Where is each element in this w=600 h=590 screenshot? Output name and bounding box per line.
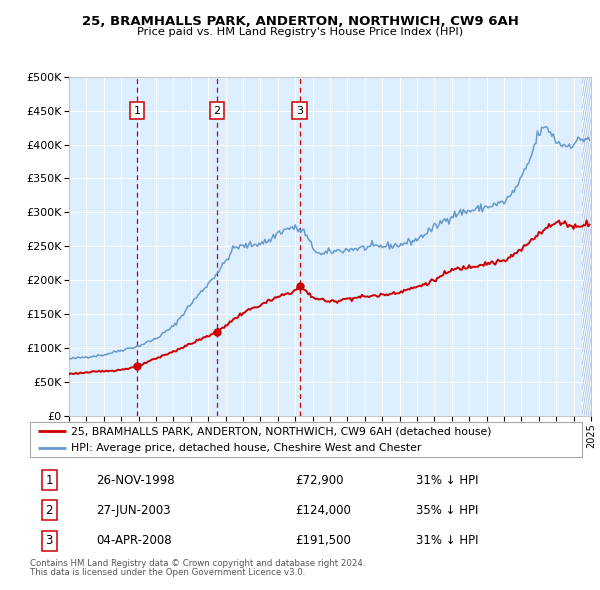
Text: 04-APR-2008: 04-APR-2008 bbox=[96, 534, 172, 547]
Text: 25, BRAMHALLS PARK, ANDERTON, NORTHWICH, CW9 6AH (detached house): 25, BRAMHALLS PARK, ANDERTON, NORTHWICH,… bbox=[71, 427, 492, 437]
Text: 27-JUN-2003: 27-JUN-2003 bbox=[96, 504, 171, 517]
Text: 31% ↓ HPI: 31% ↓ HPI bbox=[416, 474, 479, 487]
Text: 2: 2 bbox=[214, 106, 220, 116]
Text: £72,900: £72,900 bbox=[295, 474, 343, 487]
Text: £124,000: £124,000 bbox=[295, 504, 351, 517]
Text: This data is licensed under the Open Government Licence v3.0.: This data is licensed under the Open Gov… bbox=[30, 568, 305, 577]
Text: Contains HM Land Registry data © Crown copyright and database right 2024.: Contains HM Land Registry data © Crown c… bbox=[30, 559, 365, 568]
Text: 31% ↓ HPI: 31% ↓ HPI bbox=[416, 534, 479, 547]
Text: 3: 3 bbox=[46, 534, 53, 547]
Text: 25, BRAMHALLS PARK, ANDERTON, NORTHWICH, CW9 6AH: 25, BRAMHALLS PARK, ANDERTON, NORTHWICH,… bbox=[82, 15, 518, 28]
Text: 1: 1 bbox=[133, 106, 140, 116]
Text: 1: 1 bbox=[46, 474, 53, 487]
Text: 3: 3 bbox=[296, 106, 303, 116]
Text: Price paid vs. HM Land Registry's House Price Index (HPI): Price paid vs. HM Land Registry's House … bbox=[137, 27, 463, 37]
Text: £191,500: £191,500 bbox=[295, 534, 351, 547]
Text: 26-NOV-1998: 26-NOV-1998 bbox=[96, 474, 175, 487]
Text: 2: 2 bbox=[46, 504, 53, 517]
Text: HPI: Average price, detached house, Cheshire West and Chester: HPI: Average price, detached house, Ches… bbox=[71, 442, 422, 453]
Text: 35% ↓ HPI: 35% ↓ HPI bbox=[416, 504, 479, 517]
